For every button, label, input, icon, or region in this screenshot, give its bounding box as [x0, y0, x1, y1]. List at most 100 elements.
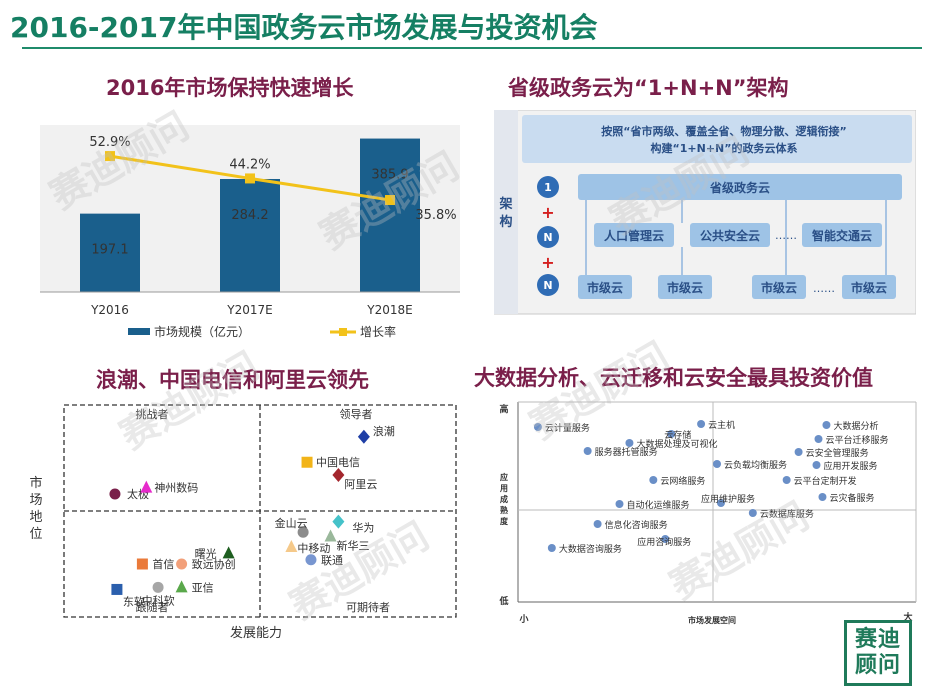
service-point-大数据咨询服务 [547, 544, 556, 552]
vendor-label-神州数码: 神州数码 [154, 481, 198, 495]
growth-point-Y2017E [245, 173, 255, 184]
architecture-header-line1: 按照“省市两级、覆盖全省、物理分散、逻辑衔接” [601, 124, 846, 138]
service-point-云平台定制开发 [782, 476, 791, 484]
city-cloud-label-3: 市级云 [761, 280, 797, 295]
growth-point-Y2018E [385, 195, 395, 206]
vendor-label-亚信: 亚信 [192, 581, 214, 594]
city-cloud-box-1 [578, 275, 632, 299]
vendor-label-新华三: 新华三 [337, 538, 370, 552]
vendor-marker-致远协创 [176, 558, 188, 570]
service-label-大数据分析: 大数据分析 [833, 420, 878, 432]
service-label-大数据处理及可视化: 大数据处理及可视化 [636, 438, 717, 450]
service-label-云计量服务: 云计量服务 [545, 422, 590, 434]
x-tick-Y2018E: Y2018E [366, 303, 412, 317]
service-label-自动化运维服务: 自动化运维服务 [626, 499, 689, 511]
vendor-label-中国电信: 中国电信 [316, 456, 360, 469]
service-point-云网络服务 [649, 476, 658, 484]
architecture-diagram: 架构 按照“省市两级、覆盖全省、物理分散、逻辑衔接” 构建“1+N+N”的政务云… [494, 110, 916, 315]
city-cloud-box-2 [658, 275, 712, 299]
service-point-应用开发服务 [812, 461, 821, 469]
vendor-marker-神州数码 [140, 480, 153, 493]
service-point-云平台迁移服务 [814, 435, 823, 443]
bar-label-Y2018E: 385.9 [371, 168, 408, 183]
plus-sign-1: + [541, 203, 554, 222]
population-cloud-box [594, 223, 674, 247]
service-point-云安全管理服务 [794, 448, 803, 456]
y-tick-low: 低 [498, 595, 508, 607]
service-label-云平台迁移服务: 云平台迁移服务 [825, 434, 888, 446]
level-circle-3 [537, 274, 559, 296]
service-label-应用开发服务: 应用开发服务 [824, 460, 878, 472]
service-label-应用维护服务: 应用维护服务 [701, 493, 755, 505]
service-label-云网络服务: 云网络服务 [660, 475, 705, 487]
city-cloud-label-1: 市级云 [587, 280, 623, 295]
service-point-服务器托管服务 [583, 447, 592, 455]
vendor-marker-亚信 [175, 580, 188, 593]
growth-point-Y2016 [105, 151, 115, 162]
city-cloud-label-4: 市级云 [851, 280, 887, 295]
vendor-label-阿里云: 阿里云 [344, 478, 377, 491]
traffic-cloud-box [802, 223, 882, 247]
page-title: 2016-2017年中国政务云市场发展与投资机会 [10, 11, 598, 44]
service-point-云负载均衡服务 [713, 460, 721, 468]
quadrant-bottom-left-label: 跟随者 [136, 600, 169, 614]
service-point-应用维护服务 [716, 499, 725, 507]
y-axis-label: 市场地位 [29, 475, 42, 542]
x-tick-low: 小 [518, 613, 528, 625]
level-label-2: N [543, 231, 552, 244]
bottom-ellipsis: …… [813, 282, 835, 295]
vendor-marker-金山云 [297, 526, 309, 538]
service-point-信息化咨询服务 [593, 520, 602, 528]
provincial-cloud-label: 省级政务云 [709, 180, 770, 195]
market-growth-chart: 197.1 Y2016 284.2 Y2017E 385.9 Y2018E 52.9% 44.… [40, 125, 460, 339]
architecture-header-box [522, 115, 912, 163]
service-label-大数据咨询服务: 大数据咨询服务 [559, 543, 622, 555]
vendor-marker-中科软 [152, 581, 164, 593]
vendor-marker-联通 [305, 554, 317, 566]
quadrant-top-right-label: 领导者 [340, 408, 373, 421]
bar-label-Y2017E: 284.2 [231, 208, 268, 223]
vendor-label-金山云: 金山云 [275, 516, 308, 530]
service-point-自动化运维服务 [615, 500, 624, 508]
service-point-大数据处理及可视化 [625, 439, 634, 447]
service-label-云灾备服务: 云灾备服务 [829, 492, 874, 504]
vendor-section-title: 浪潮、中国电信和阿里云领先 [96, 368, 369, 392]
vendor-marker-阿里云 [332, 467, 345, 482]
service-label-云存储: 云存储 [664, 429, 691, 441]
bar-label-Y2016: 197.1 [91, 243, 128, 258]
growth-label-Y2016: 52.9% [89, 135, 130, 150]
level-circle-2 [537, 226, 559, 248]
growth-label-Y2018E: 35.8% [415, 208, 456, 223]
service-label-云主机: 云主机 [708, 419, 735, 431]
public-security-cloud-label: 公共安全云 [700, 228, 760, 243]
vendor-label-致远协创: 致远协创 [192, 557, 236, 571]
vendor-marker-曙光 [222, 546, 235, 559]
y-tick-high: 高 [499, 403, 508, 415]
vendor-label-中移动: 中移动 [297, 542, 330, 555]
level-label-1: 1 [544, 181, 552, 194]
investment-section-title: 大数据分析、云迁移和云安全最具投资价值 [474, 366, 873, 390]
architecture-connectors [585, 200, 887, 275]
vendor-label-华为: 华为 [352, 521, 374, 535]
architecture-side-label: 架构 [498, 196, 512, 230]
service-label-云负载均衡服务: 云负载均衡服务 [724, 459, 787, 471]
legend-label-line: 增长率 [360, 324, 396, 339]
city-cloud-label-2: 市级云 [667, 280, 703, 295]
vendor-marker-浪潮 [357, 429, 370, 444]
x-axis-label: 市场发展空间 [688, 615, 736, 625]
vendor-label-东软: 东软 [123, 594, 145, 608]
vendor-marker-中国电信 [301, 456, 313, 468]
growth-label-Y2017E: 44.2% [229, 157, 270, 172]
level-label-3: N [543, 279, 552, 292]
legend-marker-line [339, 328, 347, 336]
vendor-label-曙光: 曙光 [195, 546, 217, 560]
service-label-云安全管理服务: 云安全管理服务 [806, 447, 869, 459]
provincial-cloud-box [578, 174, 902, 200]
traffic-cloud-label: 智能交通云 [811, 228, 872, 243]
plus-sign-2: + [541, 253, 554, 272]
city-cloud-box-4 [842, 275, 896, 299]
bottom-layer: 市级云 市级云 市级云 …… 市级云 [578, 275, 896, 299]
city-cloud-box-3 [752, 275, 806, 299]
